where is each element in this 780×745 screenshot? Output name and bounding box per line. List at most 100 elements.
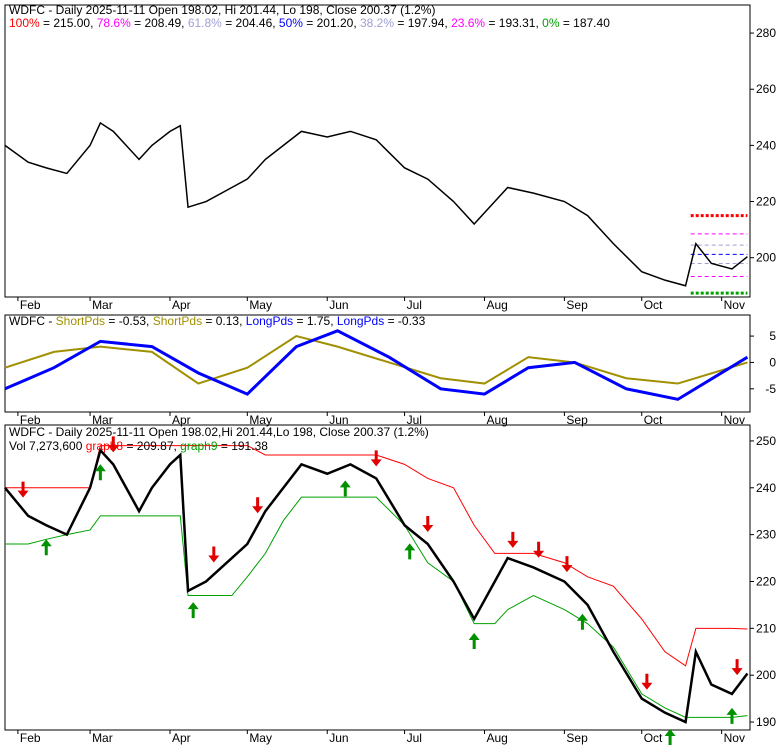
buy-arrow-icon [726, 707, 738, 724]
oscillator-panel-frame [4, 314, 751, 413]
osc-prefix: WDFC - [9, 314, 56, 328]
sell-arrow-icon [17, 481, 29, 498]
fib-legend: 100% = 215.00, 78.6% = 208.49, 61.8% = 2… [9, 16, 610, 30]
x-tick-label: May [249, 298, 272, 312]
x-tick-label: May [249, 731, 272, 745]
fib-786-value: = 208.49, [131, 16, 188, 30]
graph9-line [5, 496, 748, 718]
sell-arrow-icon [422, 516, 434, 533]
price-panel-title: WDFC - Daily 2025-11-11 Open 198.02, Hi … [9, 3, 435, 17]
osc-label: ShortPds [153, 314, 202, 328]
fib-50-label: 50% [279, 16, 303, 30]
price-panel-frame [4, 4, 751, 298]
osc-label: LongPds [337, 314, 384, 328]
graph9-value: = 191.38 [218, 439, 269, 453]
x-tick-label: Jun [329, 298, 348, 312]
y-tick-label: 210 [756, 621, 776, 635]
sell-arrow-icon [561, 556, 573, 573]
x-tick-label: Oct [644, 731, 663, 745]
x-tick-label: Sep [566, 298, 588, 312]
oscillator-panel: 5 0 -5 Feb Mar Apr May Jun Jul Aug Sep Oct Nov [4, 329, 776, 427]
price-panel: 280 260 240 220 200 Feb Mar Apr May Jun Jul Aug Sep O… [4, 26, 776, 312]
y-tick-label: 250 [756, 434, 776, 448]
fib-382-label: 38.2% [360, 16, 394, 30]
buy-arrow-icon [187, 602, 199, 619]
stops-panel-frame [4, 424, 751, 731]
x-tick-label: May [249, 413, 272, 427]
x-tick-label: Jun [329, 731, 348, 745]
x-tick-label: Sep [566, 731, 588, 745]
buy-arrow-icon [94, 464, 106, 481]
x-tick-label: Aug [486, 413, 507, 427]
sell-arrow-icon [731, 659, 743, 676]
fib-100-label: 100% [9, 16, 40, 30]
oscillator-legend: WDFC - ShortPds = -0.53, ShortPds = 0.13… [9, 314, 426, 328]
fib-618-value: = 204.46, [222, 16, 279, 30]
y-tick-label: 240 [756, 138, 776, 152]
x-tick-label: Jul [407, 298, 422, 312]
x-tick-label: Nov [724, 298, 745, 312]
y-tick-label: 190 [756, 715, 776, 729]
x-tick-label: Mar [92, 298, 113, 312]
x-tick-label: Apr [172, 298, 191, 312]
y-tick-label: 5 [769, 329, 776, 343]
x-tick-label: Feb [20, 298, 41, 312]
buy-arrow-icon [664, 729, 676, 745]
x-tick-label: Apr [172, 731, 191, 745]
graph8-label: graph8 [86, 439, 124, 453]
x-tick-label: Aug [486, 298, 507, 312]
oscillator-line [4, 335, 748, 385]
y-tick-label: 200 [756, 251, 776, 265]
x-tick-label: Jul [407, 731, 422, 745]
x-tick-label: Jun [329, 413, 348, 427]
fib-0-value: = 187.40 [559, 16, 610, 30]
sell-arrow-icon [107, 436, 119, 453]
buy-arrow-icon [576, 613, 588, 630]
close-line [4, 447, 749, 724]
x-tick-label: Nov [724, 413, 745, 427]
y-tick-label: 260 [756, 82, 776, 96]
x-tick-label: Apr [172, 413, 191, 427]
fib-50-value: = 201.20, [303, 16, 360, 30]
x-tick-label: Sep [566, 413, 588, 427]
buy-arrow-icon [339, 480, 351, 497]
y-tick-label: 280 [756, 26, 776, 40]
x-tick-label: Mar [92, 731, 113, 745]
sell-arrow-icon [641, 673, 653, 690]
osc-value: = 1.75, [293, 314, 337, 328]
x-tick-label: Oct [644, 298, 663, 312]
fib-100-value: = 215.00, [40, 16, 97, 30]
y-tick-label: 240 [756, 481, 776, 495]
stops-panel: 250 240 230 220 210 200 190 Feb Mar Apr May Jun Jul A… [4, 434, 776, 745]
y-tick-label: 220 [756, 574, 776, 588]
x-tick-label: Oct [644, 413, 663, 427]
osc-label: LongPds [246, 314, 293, 328]
y-tick-label: 200 [756, 668, 776, 682]
osc-value: = 0.13, [202, 314, 246, 328]
sell-arrow-icon [533, 541, 545, 558]
fib-786-label: 78.6% [97, 16, 131, 30]
x-tick-label: Feb [20, 413, 41, 427]
x-tick-label: Aug [486, 731, 507, 745]
fib-236-label: 23.6% [451, 16, 485, 30]
volume-value: Vol 7,273,600 [9, 439, 86, 453]
sell-arrow-icon [208, 546, 220, 563]
graph9-label: graph9 [180, 439, 218, 453]
y-tick-label: 0 [769, 355, 776, 369]
x-tick-label: Mar [92, 413, 113, 427]
buy-arrow-icon [40, 539, 52, 556]
x-tick-label: Jul [407, 413, 422, 427]
osc-value: = -0.33 [384, 314, 425, 328]
buy-arrow-icon [404, 543, 416, 560]
sell-arrow-icon [370, 450, 382, 467]
x-tick-label: Nov [724, 731, 745, 745]
y-tick-label: 230 [756, 528, 776, 542]
fib-618-label: 61.8% [188, 16, 222, 30]
osc-label: ShortPds [56, 314, 105, 328]
fib-236-value: = 193.31, [485, 16, 542, 30]
sell-arrow-icon [252, 497, 264, 514]
price-line [4, 121, 748, 287]
stops-panel-title: WDFC - Daily 2025-11-11 Open 198.02,Hi 2… [9, 425, 429, 439]
